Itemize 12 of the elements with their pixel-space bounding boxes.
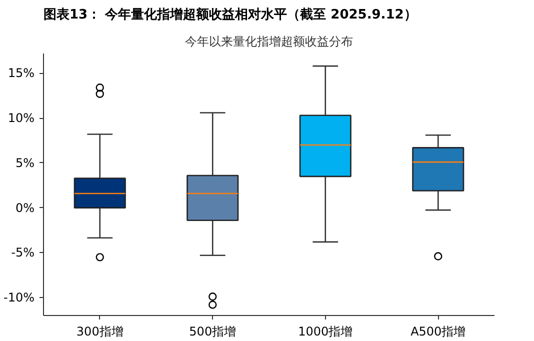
y-tick-label: 0% — [15, 200, 35, 215]
x-tick-label: A500指增 — [410, 324, 466, 338]
chart-subtitle: 今年以来量化指增超额收益分布 — [185, 34, 353, 48]
y-tick-label: -10% — [4, 290, 35, 305]
y-tick-label: 5% — [15, 156, 35, 170]
x-tick-label: 300指增 — [76, 324, 124, 338]
y-tick-label: 10% — [8, 111, 34, 126]
y-tick-label: -5% — [11, 246, 35, 260]
chart-title: 图表13： 今年量化指增超额收益相对水平（截至 2025.9.12） — [44, 6, 417, 22]
x-tick-label: 500指增 — [189, 324, 236, 338]
y-tick-label: 15% — [8, 66, 34, 80]
x-tick-label: 1000指增 — [298, 324, 353, 338]
